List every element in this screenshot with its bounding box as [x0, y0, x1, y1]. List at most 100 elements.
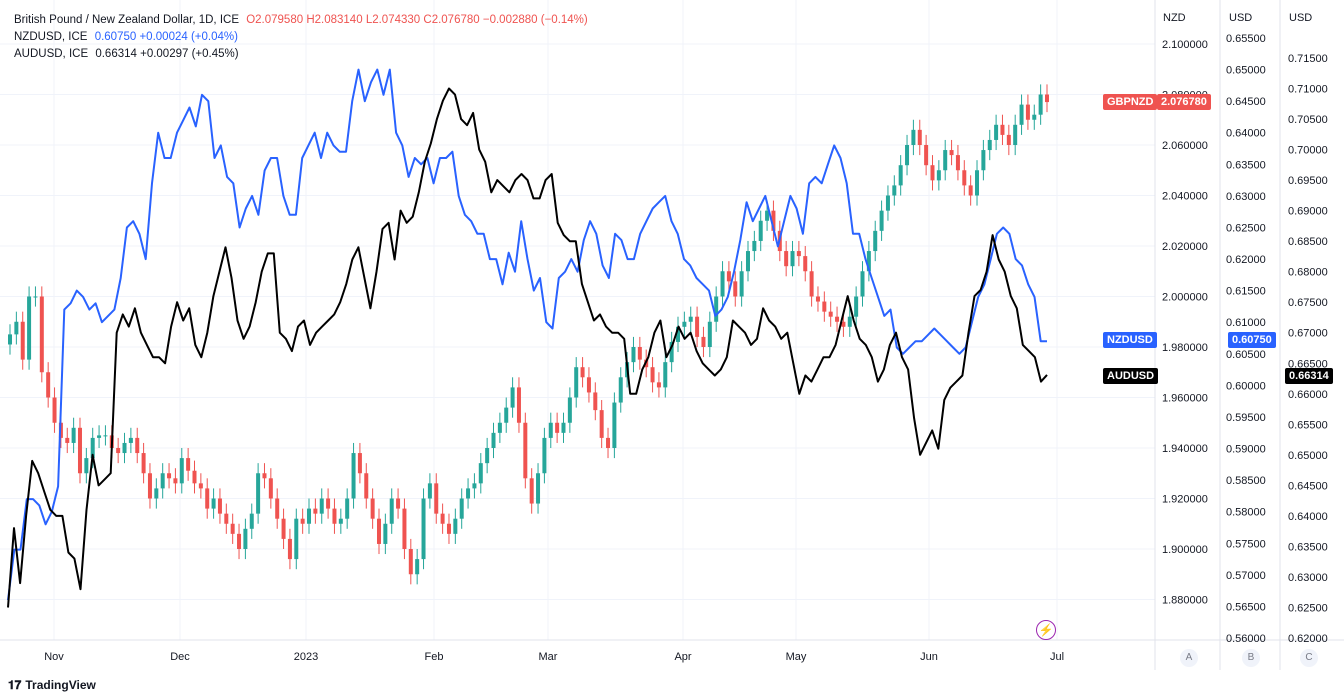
gbpnzd-badge-value: 2.076780 [1157, 94, 1211, 110]
candle-body [924, 145, 929, 166]
candle-body [90, 437, 95, 459]
time-tick: Nov [44, 651, 64, 663]
axis-c-tick: 0.64500 [1288, 480, 1328, 492]
candle-body [567, 397, 572, 423]
candle-body [828, 311, 833, 317]
candle-body [179, 458, 184, 484]
axis-c-tick: 0.64000 [1288, 511, 1328, 523]
candle-body [822, 301, 827, 312]
candle-body [860, 271, 865, 297]
axis-c-button[interactable]: C [1300, 649, 1318, 667]
legend-row-audusd[interactable]: AUDUSD, ICE 0.66314 +0.00297 (+0.45%) [14, 46, 588, 63]
legend-value: 0.66314 [95, 48, 137, 60]
nzdusd-line [7, 68, 1047, 601]
audusd-badge-value: 0.66314 [1285, 368, 1333, 384]
candle-body [682, 321, 687, 327]
candle-body [46, 372, 51, 398]
audusd-badge-label: AUDUSD [1103, 368, 1159, 384]
axis-b-tick: 0.64000 [1226, 128, 1266, 140]
candle-body [485, 448, 490, 464]
candle-body [752, 240, 757, 252]
candle-body [205, 488, 210, 509]
candle-body [326, 498, 331, 509]
candle-body [434, 483, 439, 514]
candle-body [593, 392, 598, 411]
candle-body [294, 518, 299, 560]
candle-body [97, 435, 102, 438]
legend-row-gbpnzd[interactable]: British Pound / New Zealand Dollar, 1D, … [14, 12, 588, 29]
candle-body [561, 422, 566, 433]
candle-body [20, 321, 25, 360]
candle-body [784, 251, 789, 267]
candle-body [427, 483, 432, 499]
candle-body [332, 508, 337, 524]
candle-body [52, 397, 57, 423]
axis-a-tick: 2.020000 [1162, 241, 1208, 253]
candle-body [765, 210, 770, 221]
candle-body [580, 367, 585, 378]
candle-body [319, 498, 324, 514]
candle-body [548, 422, 553, 438]
candle-body [930, 165, 935, 181]
candle-body [224, 513, 229, 524]
brand-name: TradingView [25, 678, 96, 692]
candle-body [892, 185, 897, 196]
audusd-series [7, 87, 1048, 608]
axis-c-tick: 0.68000 [1288, 267, 1328, 279]
candle-body [733, 281, 738, 297]
candle-body [758, 220, 763, 241]
candle-body [351, 453, 356, 499]
candle-body [796, 251, 801, 257]
axis-a-tick: 2.000000 [1162, 292, 1208, 304]
axis-b-tick: 0.56000 [1226, 633, 1266, 645]
candle-body [987, 139, 992, 151]
candle-body [803, 256, 808, 272]
axis-b-button[interactable]: B [1242, 649, 1260, 667]
time-tick: 2023 [294, 651, 318, 663]
candle-body [338, 518, 343, 524]
candle-body [357, 453, 362, 474]
axis-a-tick: 2.040000 [1162, 191, 1208, 203]
lightning-icon[interactable]: ⚡ [1036, 620, 1056, 640]
candle-body [446, 523, 451, 534]
axis-a-title: NZD [1163, 12, 1186, 24]
axis-c-tick: 0.63000 [1288, 572, 1328, 584]
time-axis: Nov Dec 2023 Feb Mar Apr May Jun Jul [44, 651, 1064, 663]
legend-symbol: AUDUSD, ICE [14, 48, 89, 60]
candle-body [745, 251, 750, 272]
candle-body [707, 321, 712, 347]
candle-body [905, 145, 910, 166]
tradingview-logo[interactable]: 𝟏𝟕 TradingView [8, 678, 96, 693]
legend-low: L2.074330 [365, 14, 421, 26]
candle-body [739, 271, 744, 297]
candle-body [243, 528, 248, 549]
candle-body [835, 316, 840, 322]
candle-body [866, 251, 871, 272]
legend-row-nzdusd[interactable]: NZDUSD, ICE 0.60750 +0.00024 (+0.04%) [14, 29, 588, 46]
candle-body [154, 488, 159, 499]
candle-body [453, 518, 458, 534]
candle-body [287, 538, 292, 560]
candle-body [936, 170, 941, 181]
candle-body [14, 321, 19, 335]
candle-body [478, 463, 483, 484]
axis-c-tick: 0.67000 [1288, 328, 1328, 340]
candle-body [975, 170, 980, 196]
candle-body [160, 473, 165, 489]
candle-body [421, 498, 426, 560]
axis-c-tick: 0.65500 [1288, 419, 1328, 431]
axis-c-tick: 0.70000 [1288, 145, 1328, 157]
legend-symbol: NZDUSD, ICE [14, 31, 88, 43]
candle-body [370, 498, 375, 519]
candle-body [656, 382, 661, 388]
candle-body [1032, 114, 1037, 120]
candle-body [77, 427, 82, 474]
candle-body [8, 334, 12, 345]
axis-c-tick: 0.62000 [1288, 633, 1328, 645]
candle-body [466, 488, 471, 499]
candle-body [898, 165, 903, 186]
candle-body [217, 498, 222, 514]
axis-a-button[interactable]: A [1180, 649, 1198, 667]
axis-b-tick: 0.62500 [1226, 222, 1266, 234]
